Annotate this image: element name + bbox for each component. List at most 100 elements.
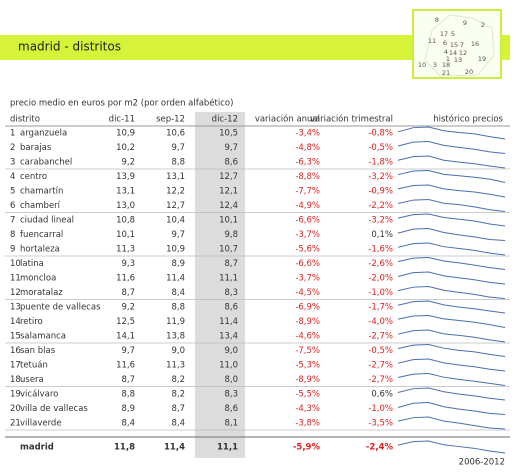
sparkline	[397, 227, 506, 241]
highlight-column	[195, 112, 245, 458]
map-label: 12	[459, 49, 467, 57]
map-label: 7	[460, 41, 464, 49]
variation: -3,5%	[368, 419, 393, 429]
price: 10,9	[116, 129, 135, 139]
sparkline	[397, 256, 506, 270]
total-value: -2,4%	[366, 443, 394, 453]
price: 12,5	[116, 317, 135, 327]
price: 8,8	[171, 303, 185, 313]
variation: -0,8%	[368, 129, 393, 139]
district-name: villaverde	[20, 419, 62, 429]
price: 13,0	[116, 201, 135, 211]
map-label: 10	[418, 61, 426, 69]
price: 11,0	[219, 361, 238, 371]
price: 9,2	[121, 158, 135, 168]
column-header: distrito	[10, 115, 40, 125]
variation: -0,5%	[368, 346, 393, 356]
map-label: 14	[449, 49, 457, 57]
price: 10,2	[116, 143, 135, 153]
map-label: 2	[481, 21, 485, 29]
variation: -2,6%	[368, 259, 393, 269]
price: 8,9	[121, 404, 135, 414]
variation: -1,7%	[368, 303, 393, 313]
price: 10,8	[116, 216, 135, 226]
column-header: histórico precios	[433, 114, 503, 125]
price: 8,6	[224, 404, 238, 414]
total-value: 11,8	[114, 443, 135, 453]
row-number: 7	[10, 216, 15, 226]
price: 11,6	[116, 361, 135, 371]
price: 8,2	[171, 390, 185, 400]
row-number: 19	[10, 390, 21, 400]
sparkline	[397, 155, 506, 169]
district-name: latina	[20, 259, 44, 269]
price: 10,5	[219, 129, 238, 139]
price: 13,4	[219, 332, 238, 342]
price: 10,7	[219, 245, 238, 255]
price: 10,9	[166, 245, 185, 255]
row-number: 4	[10, 172, 15, 182]
row-number: 5	[10, 187, 15, 197]
district-name: moncloa	[20, 274, 56, 284]
price: 8,7	[171, 404, 185, 414]
map-label: 9	[463, 19, 467, 27]
price: 11,4	[166, 274, 185, 284]
district-name: moratalaz	[20, 288, 63, 298]
variation: -4,6%	[295, 332, 320, 342]
variation: -0,5%	[368, 143, 393, 153]
column-header: sep-12	[156, 115, 185, 125]
price: 8,6	[224, 158, 238, 168]
sparkline	[397, 358, 506, 372]
district-name: chamartín	[20, 187, 63, 197]
sparkline	[397, 169, 506, 183]
column-header: dic-11	[109, 115, 135, 125]
row-number: 14	[10, 317, 21, 327]
map-label: 21	[442, 69, 450, 77]
row-number: 20	[10, 404, 21, 414]
total-value: -5,9%	[293, 443, 321, 453]
price: 8,4	[121, 419, 135, 429]
price: 11,6	[116, 274, 135, 284]
variation: -5,5%	[295, 390, 320, 400]
price: 12,7	[166, 201, 185, 211]
price: 8,2	[171, 375, 185, 385]
map-label: 19	[478, 55, 486, 63]
price: 8,7	[224, 259, 238, 269]
variation: -4,3%	[295, 404, 320, 414]
variation: 0,6%	[371, 390, 393, 400]
sparkline	[397, 401, 506, 415]
district-name: usera	[20, 375, 44, 385]
sparkline	[397, 126, 506, 140]
price: 10,4	[166, 216, 185, 226]
price: 8,7	[121, 375, 135, 385]
map-label: 20	[465, 68, 473, 76]
map-label: 4	[444, 48, 448, 56]
variation: -8,9%	[295, 317, 320, 327]
sparkline	[397, 198, 506, 212]
price: 8,4	[171, 419, 185, 429]
price: 13,1	[116, 187, 135, 197]
price: 11,3	[166, 361, 185, 371]
district-name: hortaleza	[20, 245, 60, 255]
price: 13,1	[166, 172, 185, 182]
price: 9,7	[224, 143, 238, 153]
price: 9,0	[171, 346, 185, 356]
price: 12,1	[219, 187, 238, 197]
variation: -3,2%	[368, 172, 393, 182]
price: 9,7	[121, 346, 135, 356]
price: 8,3	[224, 390, 238, 400]
price: 9,0	[224, 346, 238, 356]
title: madrid - distritos	[18, 40, 121, 54]
price: 11,9	[166, 317, 185, 327]
district-name: carabanchel	[20, 158, 72, 168]
price: 13,9	[116, 172, 135, 182]
district-name: retiro	[20, 317, 43, 327]
district-name: arganzuela	[20, 129, 67, 139]
variation: -4,8%	[295, 143, 320, 153]
map-label: 11	[428, 37, 436, 45]
district-name: vicálvaro	[20, 390, 58, 400]
row-number: 11	[10, 274, 21, 284]
variation: -8,8%	[295, 172, 320, 182]
district-name: ciudad lineal	[20, 216, 74, 226]
district-name: tetuán	[20, 361, 48, 371]
